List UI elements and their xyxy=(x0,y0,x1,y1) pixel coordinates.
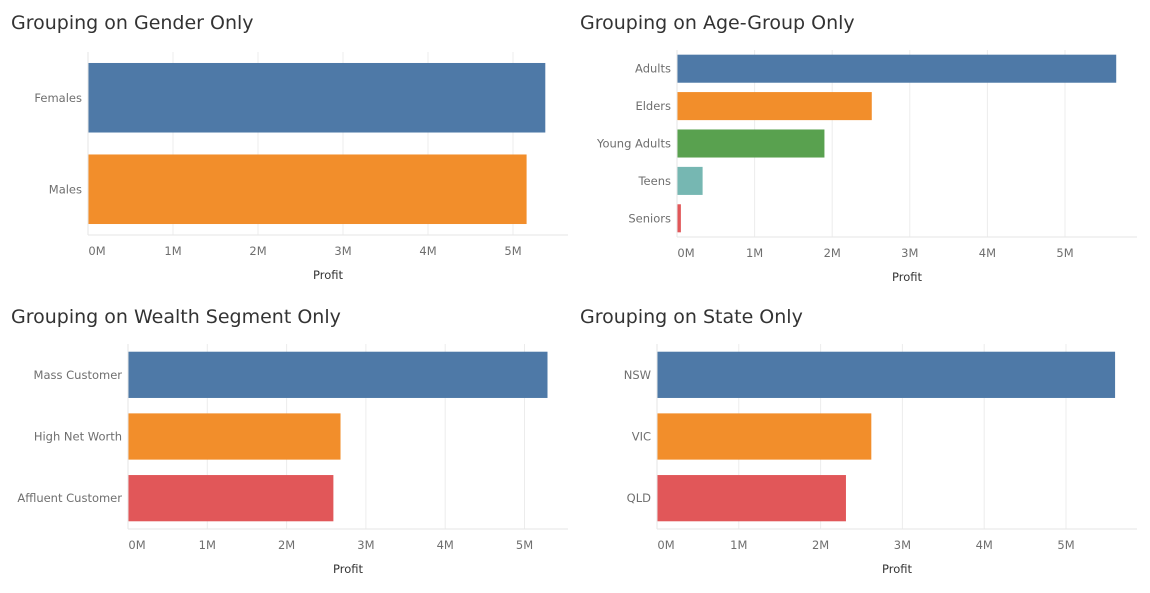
gender-chart-panel: Grouping on Gender Only Females Males 0M 1M… xyxy=(0,0,575,296)
x-tick-label: 3M xyxy=(357,538,374,552)
bar xyxy=(657,475,846,522)
category-label: Adults xyxy=(635,62,671,76)
category-label: High Net Worth xyxy=(34,430,122,444)
x-tick-label: 5M xyxy=(1057,538,1074,552)
x-tick-label: 1M xyxy=(730,538,747,552)
bar xyxy=(128,475,334,522)
chart-title: Grouping on Wealth Segment Only xyxy=(11,306,341,328)
age-group-bar-chart: Adults Elders Young Adults Teens Seniors 0M 1M… xyxy=(596,50,1137,284)
bar xyxy=(128,413,341,460)
category-label: Females xyxy=(34,91,82,105)
chart-title: Grouping on Age-Group Only xyxy=(580,12,855,34)
x-tick-label: 5M xyxy=(516,538,533,552)
x-tick-label: 1M xyxy=(164,244,181,258)
category-label: Mass Customer xyxy=(34,368,123,382)
wealth-segment-chart-panel: Grouping on Wealth Segment Only Mass Cus… xyxy=(0,294,575,590)
x-axis-title: Profit xyxy=(892,270,922,284)
x-tick-label: 0M xyxy=(128,538,145,552)
bar xyxy=(657,413,872,460)
x-tick-label: 2M xyxy=(249,244,266,258)
x-tick-label: 3M xyxy=(894,538,911,552)
x-axis-title: Profit xyxy=(333,562,363,576)
x-tick-label: 3M xyxy=(901,246,918,260)
category-label: Seniors xyxy=(628,211,671,225)
x-axis-title: Profit xyxy=(313,268,343,282)
x-tick-label: 5M xyxy=(1056,246,1073,260)
x-tick-label: 3M xyxy=(334,244,351,258)
bar xyxy=(657,351,1116,398)
x-tick-label: 0M xyxy=(677,246,694,260)
bar xyxy=(677,54,1117,83)
x-tick-label: 4M xyxy=(437,538,454,552)
bar xyxy=(677,204,681,233)
chart-title: Grouping on State Only xyxy=(580,306,803,328)
wealth-segment-bar-chart: Mass Customer High Net Worth Affluent Cust… xyxy=(17,344,568,576)
category-label: VIC xyxy=(632,430,651,444)
x-tick-label: 5M xyxy=(504,244,521,258)
x-tick-label: 1M xyxy=(199,538,216,552)
x-tick-label: 4M xyxy=(419,244,436,258)
x-tick-label: 2M xyxy=(278,538,295,552)
category-label: Teens xyxy=(637,174,671,188)
category-label: Affluent Customer xyxy=(17,491,122,505)
bar xyxy=(677,129,825,158)
x-tick-label: 0M xyxy=(657,538,674,552)
x-tick-label: 2M xyxy=(812,538,829,552)
x-tick-label: 1M xyxy=(746,246,763,260)
bar xyxy=(88,62,546,133)
bar xyxy=(128,351,548,398)
category-label: Young Adults xyxy=(596,137,671,151)
x-tick-label: 4M xyxy=(979,246,996,260)
category-label: Elders xyxy=(635,99,671,113)
bar xyxy=(677,92,872,121)
category-label: QLD xyxy=(627,491,651,505)
bar xyxy=(88,154,527,225)
x-tick-label: 2M xyxy=(824,246,841,260)
category-label: Males xyxy=(49,182,82,196)
x-tick-label: 0M xyxy=(88,244,105,258)
age-group-chart-panel: Grouping on Age-Group Only Adults Elders Y… xyxy=(569,0,1144,296)
x-axis-title: Profit xyxy=(882,562,912,576)
state-bar-chart: NSW VIC QLD 0M 1M 2M 3M 4M 5M Profit xyxy=(624,344,1137,576)
chart-title: Grouping on Gender Only xyxy=(11,12,254,34)
gender-bar-chart: Females Males 0M 1M 2M 3M 4M 5M Profit xyxy=(34,52,568,282)
state-chart-panel: Grouping on State Only NSW VIC QLD 0M 1M 2M 3M… xyxy=(569,294,1144,590)
bar xyxy=(677,166,703,195)
category-label: NSW xyxy=(624,368,651,382)
x-tick-label: 4M xyxy=(976,538,993,552)
